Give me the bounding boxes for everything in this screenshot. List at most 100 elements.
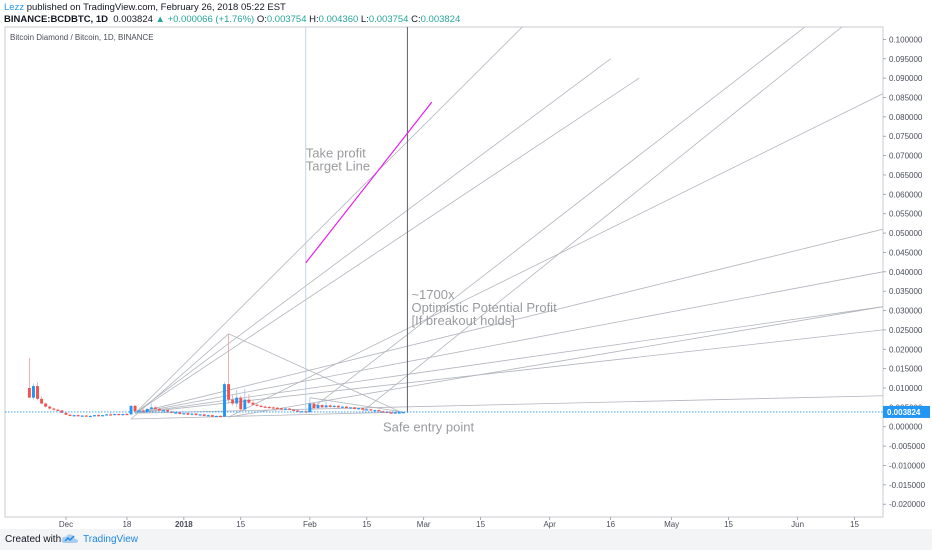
fan-line[interactable] bbox=[305, 20, 814, 414]
y-tick-label: 0.055000 bbox=[889, 210, 923, 219]
fan-line[interactable] bbox=[135, 395, 883, 414]
candle bbox=[202, 413, 206, 417]
candle-body bbox=[190, 413, 194, 415]
candle bbox=[255, 403, 259, 407]
candle-body bbox=[389, 412, 393, 414]
y-tick-label: 0.085000 bbox=[889, 93, 923, 102]
candle bbox=[113, 413, 117, 416]
y-tick-label: 0.045000 bbox=[889, 248, 923, 257]
candle-body bbox=[300, 411, 304, 413]
x-tick-label: 15 bbox=[236, 520, 245, 529]
fan-line[interactable] bbox=[134, 271, 883, 414]
candle-body bbox=[44, 403, 48, 407]
candle bbox=[153, 406, 157, 410]
candle bbox=[243, 388, 247, 411]
fan-line[interactable] bbox=[309, 397, 404, 413]
candle bbox=[259, 404, 263, 408]
price-change: +0.000066 (+1.76%) bbox=[167, 14, 255, 25]
annotation-text[interactable]: Safe entry point bbox=[383, 419, 474, 434]
candle-body bbox=[129, 405, 133, 415]
last-price-badge-label: 0.003824 bbox=[887, 408, 921, 417]
low-value: 0.003754 bbox=[368, 14, 409, 25]
candle bbox=[239, 395, 243, 412]
annotation-line: ~1700x bbox=[411, 287, 455, 302]
x-tick-label: 15 bbox=[850, 520, 859, 529]
candle bbox=[275, 406, 279, 409]
candle-body bbox=[373, 410, 377, 412]
candle-body bbox=[397, 412, 401, 414]
candle bbox=[218, 415, 222, 418]
y-tick-label: 0.080000 bbox=[889, 113, 923, 122]
fan-line[interactable] bbox=[134, 228, 883, 414]
fan-line[interactable] bbox=[130, 333, 229, 420]
target-line-group[interactable] bbox=[305, 101, 433, 264]
candle bbox=[198, 413, 202, 416]
candle bbox=[56, 408, 60, 412]
candle bbox=[125, 412, 129, 416]
x-tick-label: 15 bbox=[476, 520, 485, 529]
candle bbox=[336, 405, 340, 408]
fan-line[interactable] bbox=[228, 93, 883, 418]
candle bbox=[263, 405, 267, 408]
candle bbox=[48, 405, 52, 410]
up-arrow-icon: ▲ bbox=[155, 14, 165, 25]
candle-body bbox=[247, 399, 251, 403]
candle bbox=[162, 409, 165, 412]
candle bbox=[137, 409, 141, 414]
close-value: 0.003824 bbox=[420, 14, 461, 25]
tradingview-cloud-icon[interactable] bbox=[61, 533, 79, 545]
fan-line[interactable] bbox=[135, 329, 883, 414]
candle-body bbox=[223, 384, 226, 417]
price-axis[interactable]: 0.100000 0.095000 0.090000 0.085000 0.080000… bbox=[883, 35, 930, 509]
plot-area[interactable] bbox=[4, 26, 884, 518]
fan-line[interactable] bbox=[134, 20, 529, 414]
candle bbox=[157, 408, 161, 412]
candle-body bbox=[113, 413, 117, 416]
fan-line[interactable] bbox=[135, 306, 883, 414]
candle-body bbox=[186, 413, 190, 415]
candle bbox=[389, 411, 393, 414]
candle-body bbox=[76, 415, 80, 417]
low-label: L: bbox=[360, 14, 369, 25]
candle-body bbox=[353, 407, 357, 409]
candle-body bbox=[40, 398, 44, 404]
fan-lines[interactable] bbox=[130, 20, 883, 420]
candle bbox=[72, 414, 76, 417]
candle-body bbox=[56, 409, 60, 411]
candle-body bbox=[153, 407, 157, 409]
candle-body bbox=[174, 412, 178, 414]
fan-line[interactable] bbox=[228, 306, 883, 418]
candle-body bbox=[109, 414, 113, 416]
candle bbox=[117, 413, 121, 416]
tradingview-brand[interactable]: TradingView bbox=[83, 534, 139, 545]
candle-body bbox=[198, 414, 202, 416]
y-tick-label: 0.070000 bbox=[889, 152, 923, 161]
fan-line[interactable] bbox=[362, 20, 851, 412]
candle bbox=[36, 382, 39, 401]
candle bbox=[251, 400, 255, 406]
candle-body bbox=[279, 408, 283, 410]
author-link[interactable]: Lezz bbox=[4, 2, 25, 13]
candle bbox=[92, 414, 96, 417]
candle bbox=[60, 409, 64, 414]
candle bbox=[186, 412, 190, 416]
candle-body bbox=[84, 415, 88, 417]
chart-canvas[interactable]: Bitcoin Diamond / Bitcoin, 1D, BINANCE T… bbox=[0, 0, 932, 529]
vertical-markers[interactable] bbox=[305, 27, 408, 413]
candle-body bbox=[377, 410, 381, 412]
y-tick-label: 0.100000 bbox=[889, 35, 923, 44]
candle-body bbox=[255, 404, 259, 406]
fan-line[interactable] bbox=[228, 333, 404, 414]
candle-body bbox=[316, 405, 320, 409]
annotation-line: Target Line bbox=[306, 159, 370, 174]
fan-line[interactable] bbox=[134, 77, 640, 414]
fan-line[interactable] bbox=[130, 411, 404, 420]
time-axis[interactable]: Dec 18 2018 15 Feb 15 Mar 15 Apr 16 May 15 Jun 15 bbox=[59, 517, 860, 529]
candle-body bbox=[251, 402, 255, 405]
take-profit-target-line[interactable] bbox=[305, 101, 433, 264]
candle-body bbox=[288, 408, 292, 410]
fan-line[interactable] bbox=[134, 58, 611, 414]
